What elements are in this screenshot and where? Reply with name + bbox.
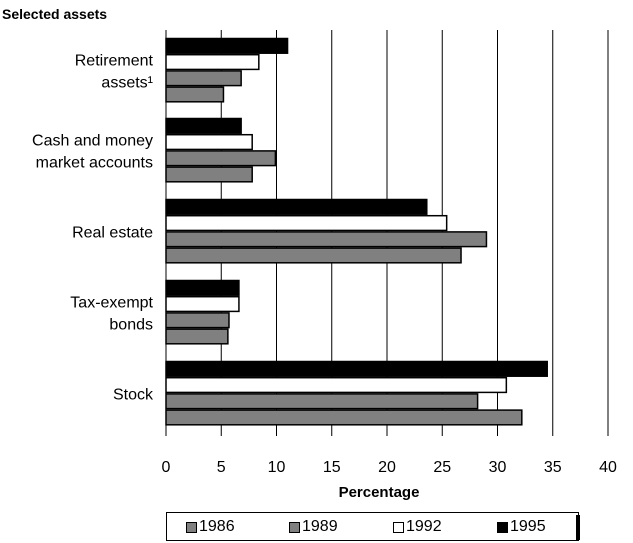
x-tick-label: 10 xyxy=(268,459,286,476)
bar-1992-4 xyxy=(165,376,508,394)
legend: 1986 1989 1992 1995 xyxy=(166,512,579,541)
legend-swatch xyxy=(497,521,508,533)
legend-swatch xyxy=(186,521,197,533)
bar-1986-0 xyxy=(165,86,225,103)
bar-1986-3 xyxy=(165,328,229,345)
bar-1989-3 xyxy=(165,312,230,329)
legend-label: 1995 xyxy=(510,518,546,535)
category-label: bonds xyxy=(109,316,153,333)
bar-1995-3 xyxy=(165,279,240,296)
bar-1995-2 xyxy=(165,198,428,215)
x-tick-label: 25 xyxy=(433,459,451,476)
x-tick-labels: 0 5 10 15 20 25 30 35 40 xyxy=(162,459,617,476)
category-label: assets¹ xyxy=(101,74,153,91)
bar-1992-1 xyxy=(165,133,253,151)
category-label: market accounts xyxy=(36,154,153,171)
bar-1989-1 xyxy=(165,150,277,167)
x-tick-label: 0 xyxy=(162,459,171,476)
bar-1995-1 xyxy=(165,117,242,134)
bar-1986-4 xyxy=(165,409,523,426)
legend-swatch xyxy=(393,521,404,533)
bar-1986-2 xyxy=(165,247,462,264)
x-tick-label: 30 xyxy=(489,459,507,476)
bar-1992-3 xyxy=(165,295,240,313)
category-label: Retirement xyxy=(75,52,154,69)
bar-1989-0 xyxy=(165,70,242,87)
x-axis-title: Percentage xyxy=(339,484,420,501)
x-tick-label: 5 xyxy=(217,459,226,476)
bar-1992-2 xyxy=(165,214,448,232)
bar-1989-2 xyxy=(165,231,488,248)
legend-item-1992: 1992 xyxy=(393,518,442,536)
legend-edge-bar xyxy=(576,515,580,540)
category-labels: Retirement assets¹ Cash and money market ac… xyxy=(32,52,154,403)
x-tick-label: 35 xyxy=(544,459,562,476)
legend-label: 1989 xyxy=(302,518,338,535)
bar-1995-0 xyxy=(165,37,289,54)
legend-swatch xyxy=(289,521,300,533)
bars xyxy=(165,37,548,426)
legend-item-1989: 1989 xyxy=(289,518,338,536)
category-label: Tax-exempt xyxy=(70,294,153,311)
bar-1989-4 xyxy=(165,393,479,410)
legend-item-1986: 1986 xyxy=(186,518,235,536)
x-tick-label: 40 xyxy=(599,459,617,476)
category-label: Real estate xyxy=(72,224,153,241)
bar-1986-1 xyxy=(165,166,253,183)
x-tick-label: 20 xyxy=(378,459,396,476)
bar-1992-0 xyxy=(165,53,260,71)
legend-label: 1992 xyxy=(406,518,442,535)
category-label: Stock xyxy=(113,386,154,403)
bar-1995-4 xyxy=(165,360,548,377)
x-tick-label: 15 xyxy=(323,459,341,476)
legend-item-1995: 1995 xyxy=(497,518,546,536)
category-label: Cash and money xyxy=(32,132,153,149)
chart-title: Selected assets xyxy=(2,6,107,22)
legend-label: 1986 xyxy=(199,518,235,535)
